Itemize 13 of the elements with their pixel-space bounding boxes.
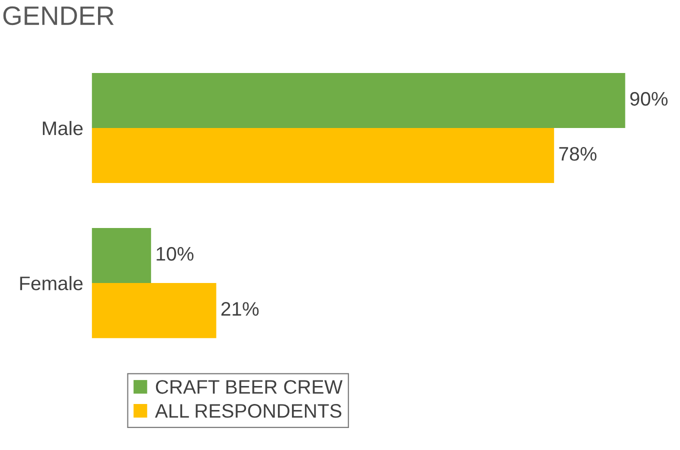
y-tick-label: Male xyxy=(42,120,83,136)
bar xyxy=(92,283,216,338)
data-label: 90% xyxy=(630,92,668,106)
data-label: 78% xyxy=(559,146,596,161)
bar xyxy=(92,228,152,284)
data-label: 21% xyxy=(221,302,259,316)
chart-title: GENDER xyxy=(3,6,114,26)
data-label: 10% xyxy=(156,246,194,261)
legend-label: CRAFT BEER CREW xyxy=(156,380,343,394)
bar xyxy=(92,72,626,128)
bar xyxy=(92,128,554,184)
legend-label: ALL RESPONDENTS xyxy=(154,404,342,418)
y-tick-label: Female xyxy=(20,276,83,290)
